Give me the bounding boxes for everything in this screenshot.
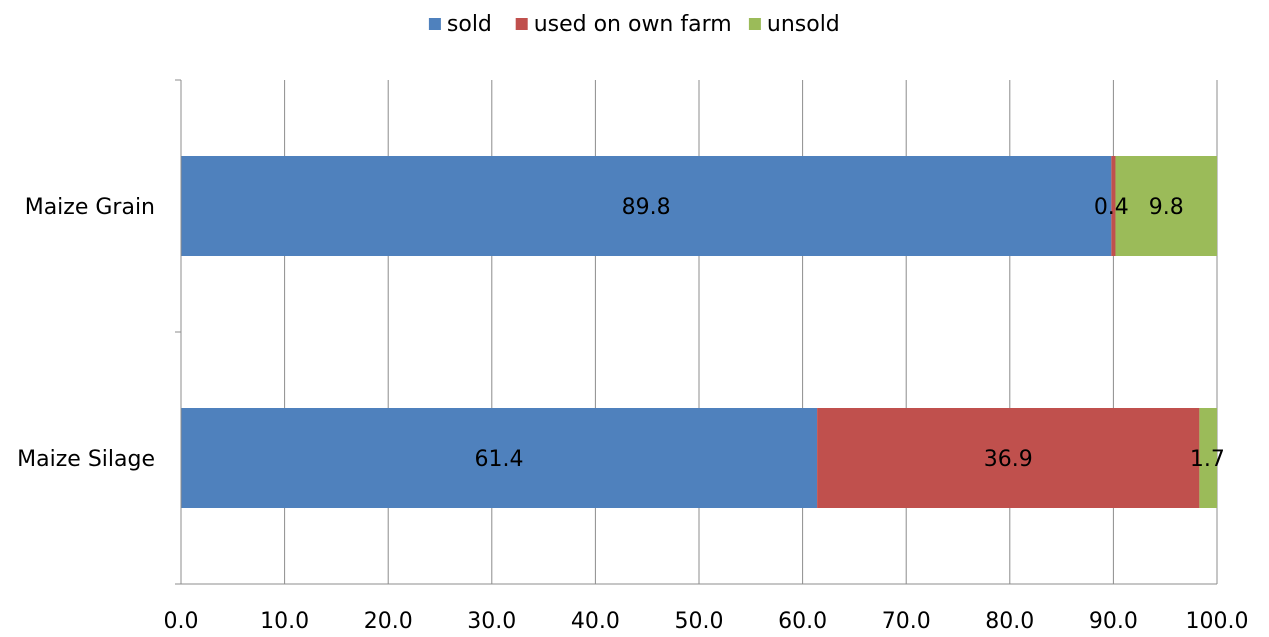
data-label: 36.9 (984, 447, 1033, 472)
x-tick-label: 0.0 (164, 609, 199, 634)
axes: 0.0 10.0 20.0 30.0 40.0 50.0 60.0 70.0 80.0 90.0 1… (17, 79, 1249, 634)
bar-segment-unsold (1115, 156, 1217, 256)
x-tick-label: 50.0 (675, 609, 724, 634)
legend-label: unsold (767, 12, 840, 37)
legend-swatch-used-on-own-farm (515, 18, 528, 30)
legend: sold used on own farm unsold (428, 12, 840, 37)
bars (181, 156, 1217, 508)
category-label: Maize Silage (17, 447, 155, 472)
legend-label: sold (447, 12, 492, 37)
data-label: 1.7 (1190, 447, 1225, 472)
x-tick-label: 80.0 (985, 609, 1034, 634)
data-labels: 89.8 0.4 9.8 61.4 36.9 1.7 (475, 195, 1225, 472)
x-tick-label: 10.0 (260, 609, 309, 634)
legend-swatch-unsold (748, 18, 761, 30)
x-tick-label: 100.0 (1186, 609, 1249, 634)
data-label: 0.4 (1094, 195, 1129, 220)
bar-segment-unsold (1199, 408, 1217, 508)
category-label: Maize Grain (25, 195, 155, 220)
bar-segment-used-on-own-farm (817, 408, 1200, 508)
data-label: 9.8 (1149, 195, 1184, 220)
data-label: 61.4 (475, 447, 524, 472)
x-tick-label: 70.0 (882, 609, 931, 634)
bar-segment-sold (181, 156, 1112, 256)
x-tick-label: 30.0 (467, 609, 516, 634)
bar-segment-used-on-own-farm (1111, 156, 1116, 256)
x-tick-label: 60.0 (778, 609, 827, 634)
legend-swatch-sold (428, 18, 441, 30)
bar-segment-sold (181, 408, 818, 508)
x-tick-label: 90.0 (1089, 609, 1138, 634)
x-tick-label: 20.0 (364, 609, 413, 634)
data-label: 89.8 (622, 195, 671, 220)
gridlines (284, 80, 1218, 584)
x-tick-label: 40.0 (571, 609, 620, 634)
legend-label: used on own farm (534, 12, 732, 37)
